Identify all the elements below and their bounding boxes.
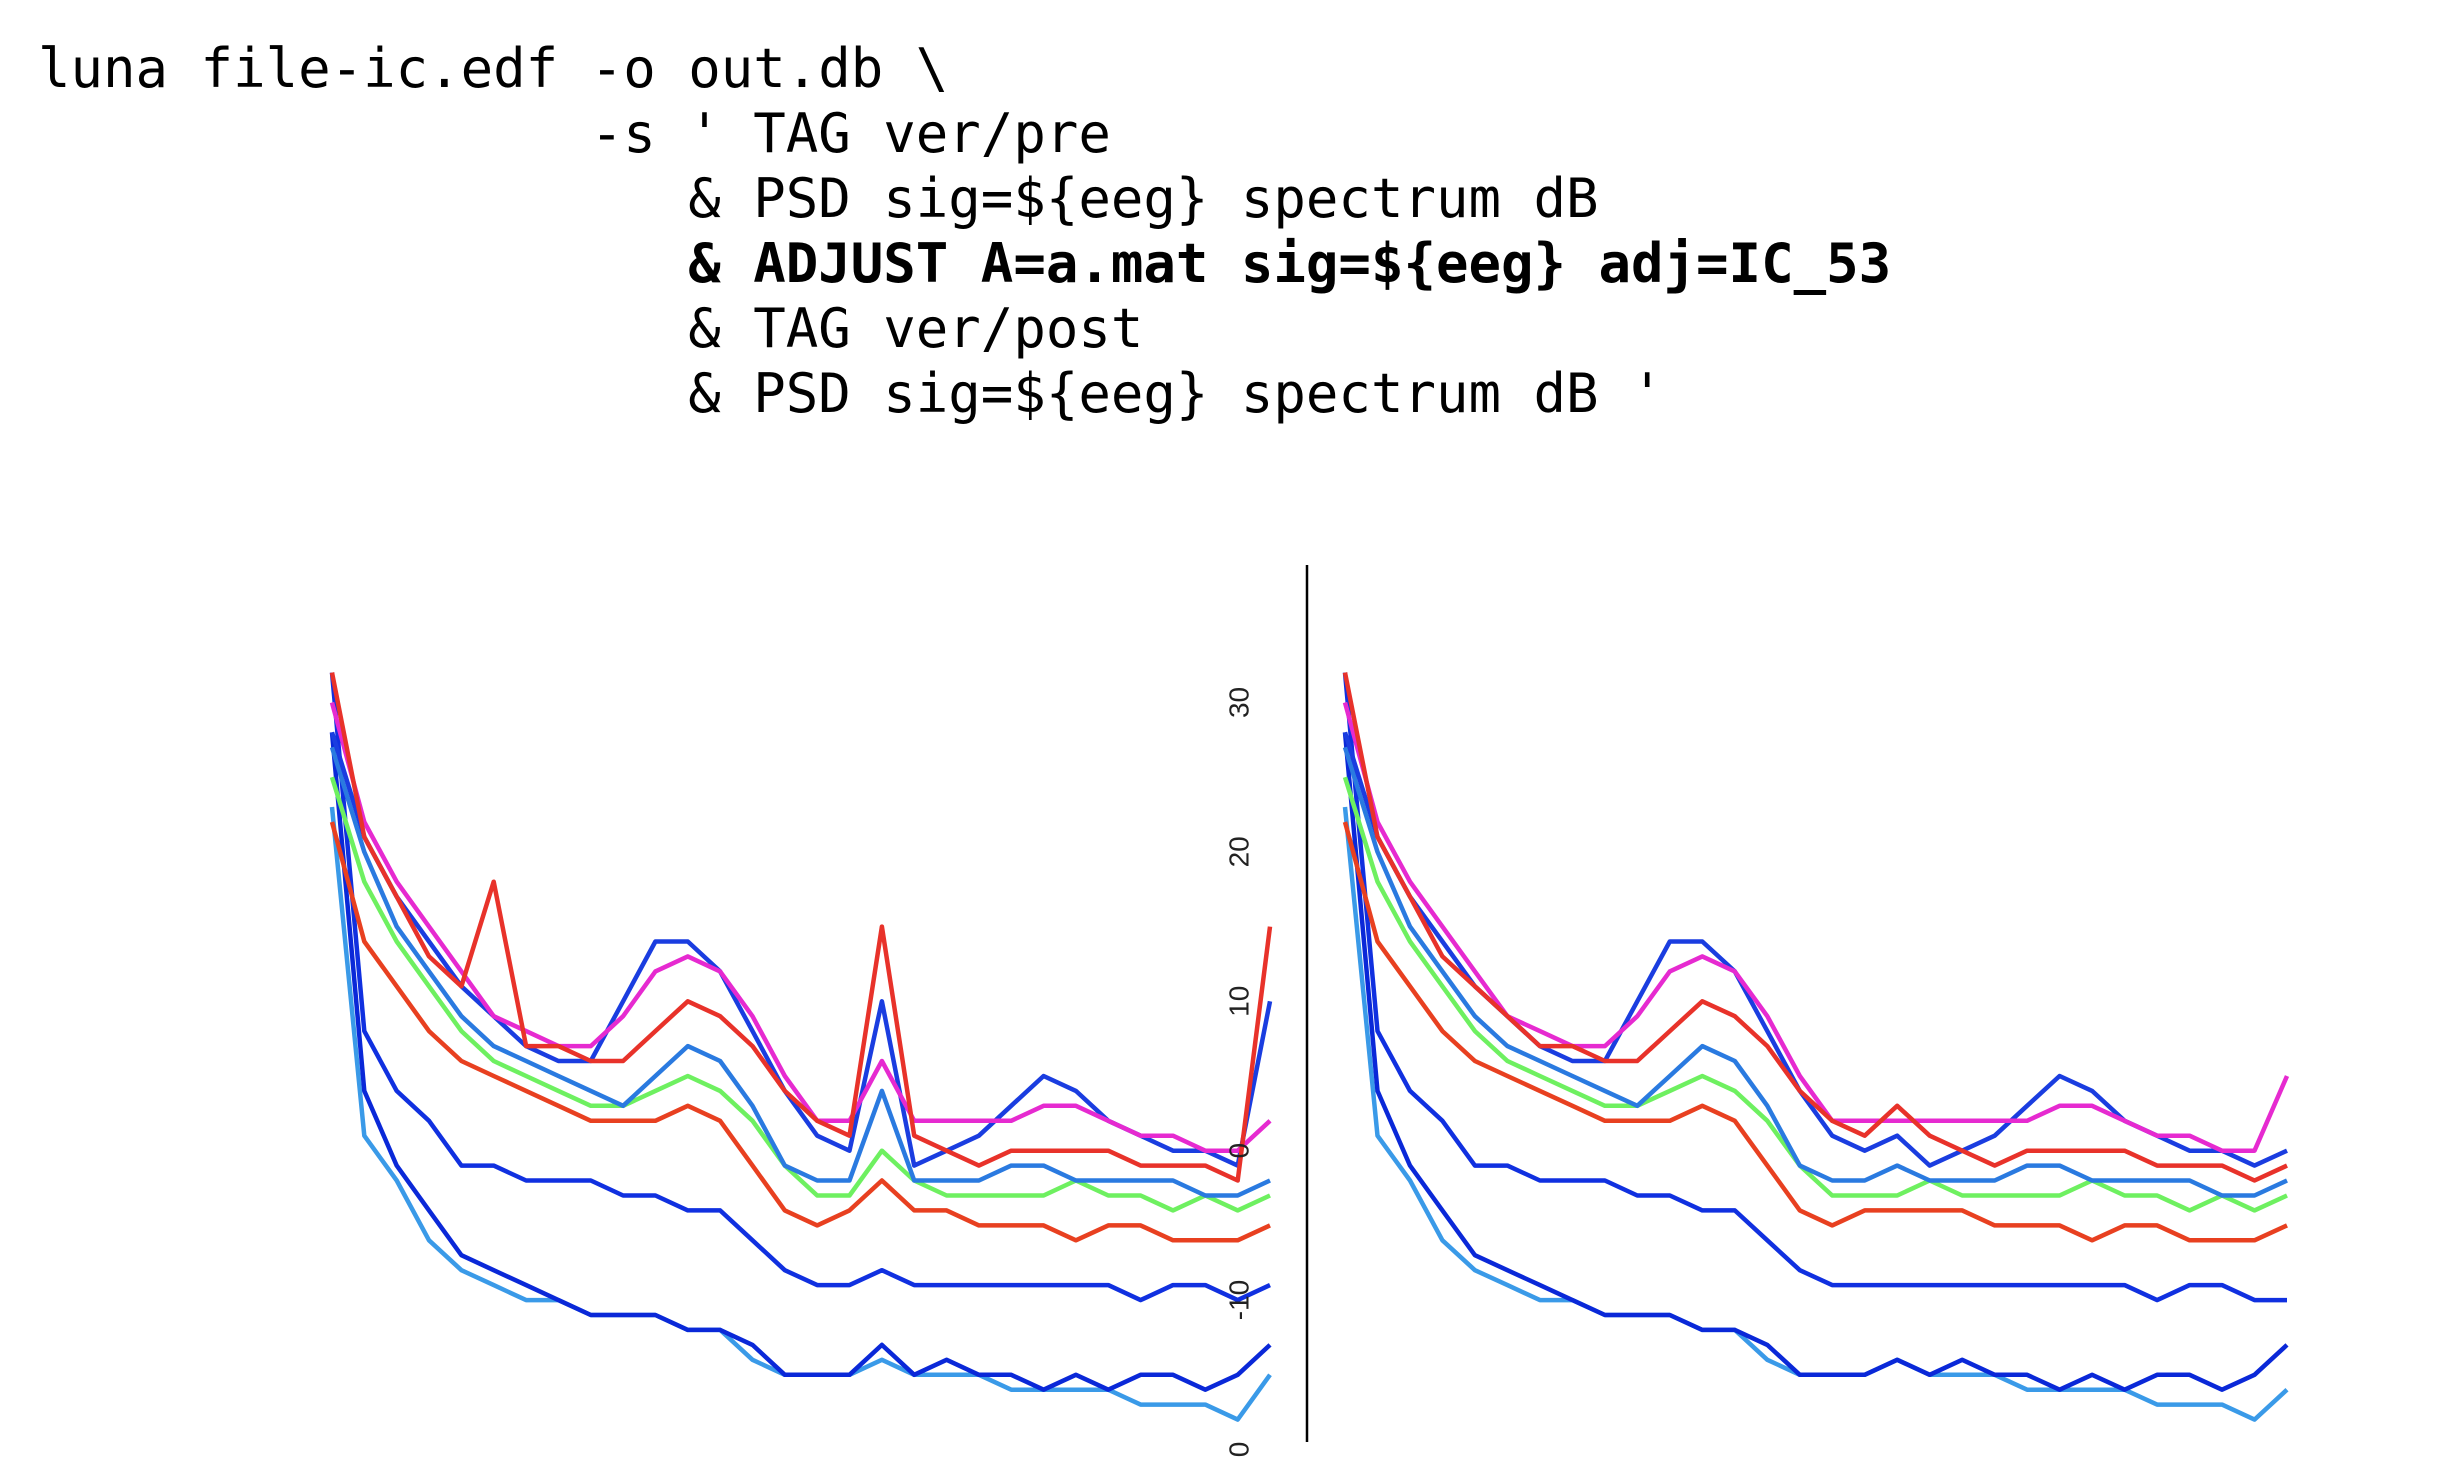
- y-tick-label: 0: [1223, 1143, 1254, 1159]
- series-line: [1342, 821, 2288, 1243]
- series-line: [1342, 672, 2287, 1303]
- code-line: & TAG ver/post: [38, 297, 1144, 360]
- code-line: -s ' TAG ver/pre: [38, 102, 1111, 165]
- series-line: [1342, 672, 2288, 1183]
- series-line: [329, 732, 1272, 1392]
- series-line: [329, 672, 1273, 1183]
- series-line: [329, 746, 1271, 1198]
- series-line: [329, 672, 1271, 1303]
- series-line: [329, 776, 1271, 1213]
- series-line: [329, 821, 1271, 1243]
- series-line: [1342, 776, 2288, 1213]
- series-line: [1342, 746, 2288, 1198]
- series-line: [329, 701, 1272, 1153]
- code-block: luna file-ic.edf -o out.db \ -s ' TAG ve…: [38, 36, 1891, 426]
- code-line: & PSD sig=${eeg} spectrum dB: [38, 167, 1599, 230]
- code-line: & PSD sig=${eeg} spectrum dB ': [38, 362, 1664, 425]
- y-tick-label: -10: [1223, 1280, 1254, 1320]
- series-line: [1342, 701, 2290, 1153]
- code-line: & ADJUST A=a.mat sig=${eeg} adj=IC_53: [38, 232, 1892, 295]
- y-tick-label: 30: [1223, 687, 1254, 718]
- y-tick-label: 0: [1223, 1442, 1254, 1458]
- y-tick-label: 20: [1223, 836, 1254, 867]
- code-line: luna file-ic.edf -o out.db \: [38, 37, 949, 100]
- series-line: [1342, 732, 2289, 1392]
- y-tick-label: 10: [1223, 986, 1254, 1017]
